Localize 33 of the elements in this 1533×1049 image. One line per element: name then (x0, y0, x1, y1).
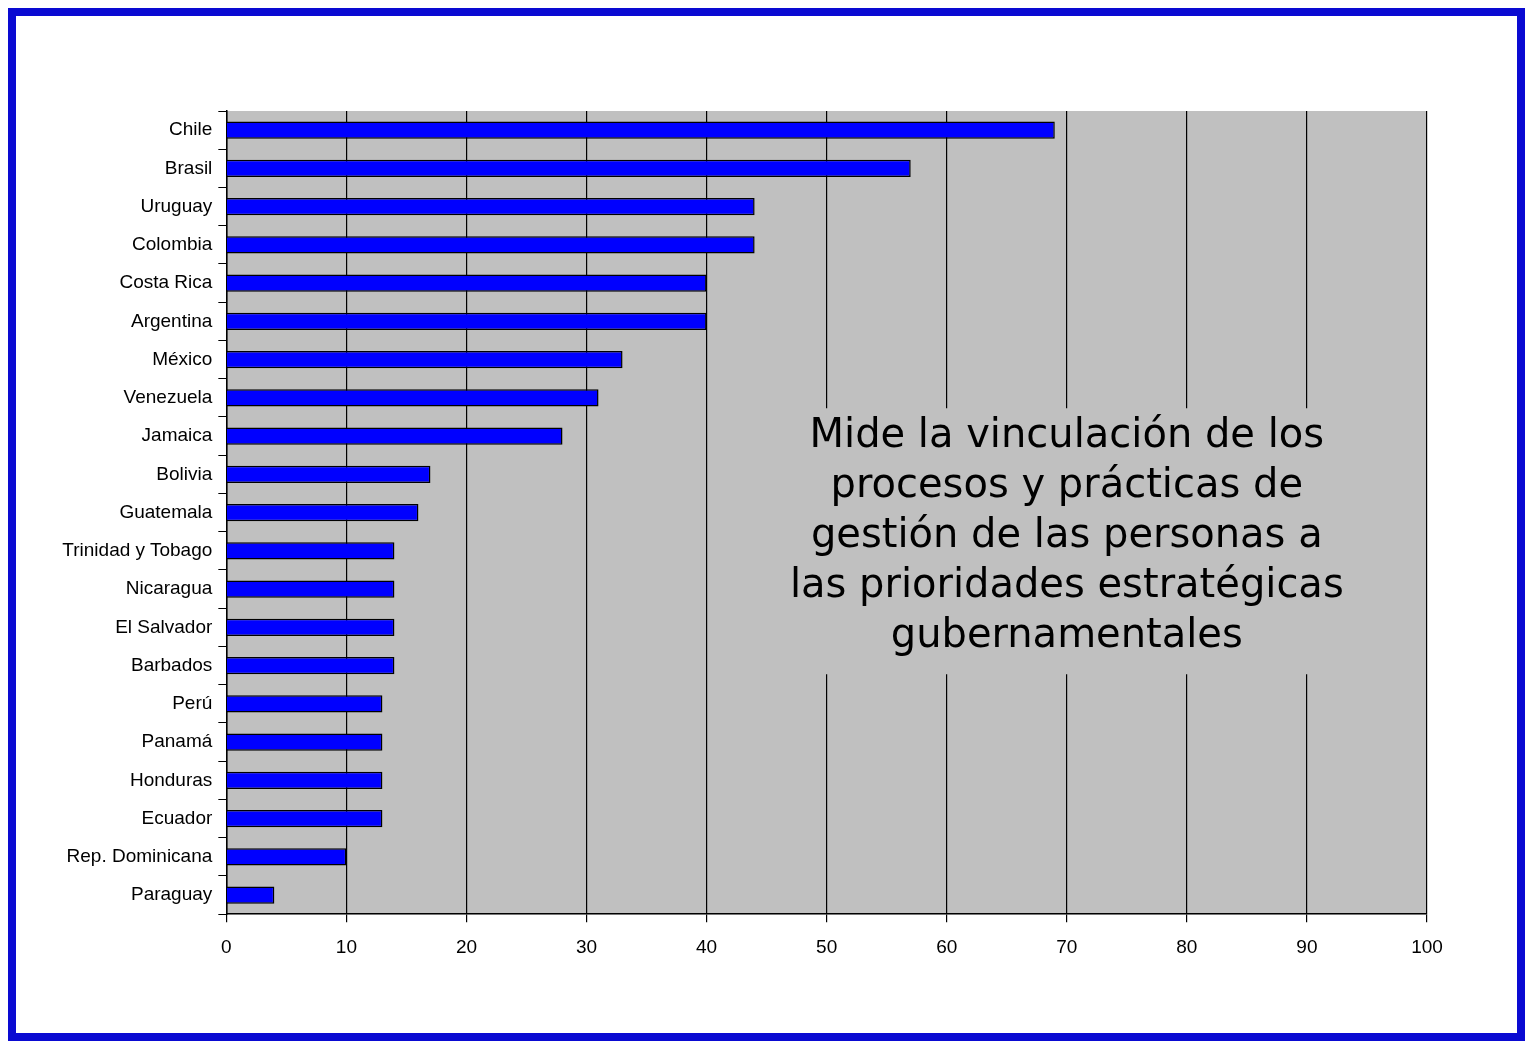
annotation: Mide la vinculación de los procesos y prácticas de gestión de las personas a las prioridades estratégicas gubernamentales (789, 409, 1344, 656)
x-tick-label: 30 (575, 935, 598, 957)
y-tick-label: Perú (172, 692, 213, 714)
x-tick-label: 80 (1176, 935, 1198, 957)
y-tick-label: Ecuador (141, 806, 213, 828)
y-tick-label: Argentina (130, 309, 213, 331)
y-tick-label: Panamá (141, 730, 213, 752)
y-tick-label: México (152, 347, 213, 369)
x-tick-label: 50 (816, 935, 838, 957)
x-tick-label: 0 (221, 935, 232, 957)
x-tick-label: 40 (696, 935, 718, 957)
y-tick-label: Nicaragua (125, 577, 213, 599)
y-tick-label: Honduras (129, 768, 213, 790)
x-tick-label: 60 (936, 935, 958, 957)
y-tick-label: Brasil (164, 156, 213, 178)
y-tick-label: Jamaica (141, 424, 213, 446)
y-tick-label: Rep. Dominicana (66, 845, 213, 867)
x-tick-label: 70 (1056, 935, 1078, 957)
y-tick-label: Uruguay (140, 194, 213, 216)
y-tick-label: Costa Rica (119, 271, 213, 293)
y-tick-label: Colombia (132, 233, 213, 255)
y-tick-label: El Salvador (115, 615, 213, 637)
x-tick-label: 100 (1411, 935, 1443, 957)
y-tick-label: Guatemala (119, 500, 213, 522)
y-tick-label: Chile (169, 118, 213, 140)
x-tick-label: 20 (455, 935, 478, 957)
x-tick-label: 10 (335, 935, 357, 957)
y-tick-label: Trinidad y Tobago (62, 539, 213, 561)
y-tick-label: Venezuela (123, 386, 213, 408)
y-tick-label: Barbados (130, 653, 213, 675)
y-tick-label: Paraguay (130, 883, 213, 905)
x-tick-label: 90 (1296, 935, 1318, 957)
y-tick-label: Bolivia (156, 462, 213, 484)
